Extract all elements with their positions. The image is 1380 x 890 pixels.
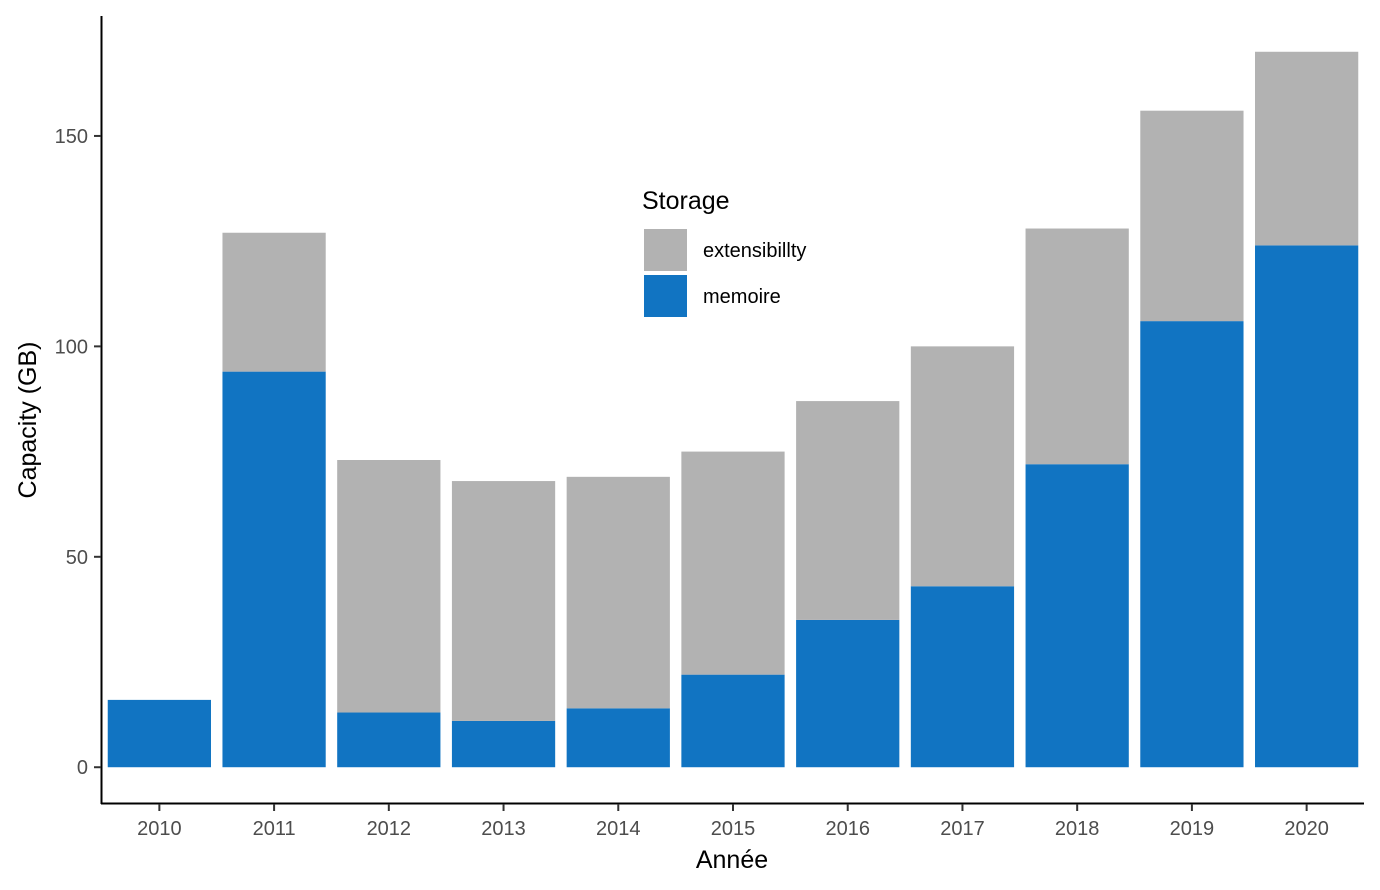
- legend-label-memoire: memoire: [703, 286, 781, 308]
- bar-memoire-2014: [566, 708, 670, 768]
- legend: Storage extensibillty memoire: [642, 187, 806, 317]
- y-tick-label: 100: [55, 336, 88, 358]
- bar-memoire-2012: [337, 712, 441, 768]
- y-tick-label: 0: [77, 757, 88, 779]
- x-tick-label: 2012: [367, 818, 412, 840]
- bar-extensibillty-2017: [910, 346, 1015, 587]
- x-tick-label: 2020: [1284, 818, 1329, 840]
- bar-memoire-2016: [796, 619, 900, 768]
- bar-extensibillty-2018: [1025, 228, 1129, 465]
- bar-extensibillty-2019: [1140, 110, 1244, 322]
- axes-group: [100, 16, 1364, 805]
- bar-memoire-2017: [910, 586, 1015, 768]
- x-tick-label: 2011: [253, 818, 296, 840]
- x-axis-title: Année: [696, 846, 768, 874]
- bar-memoire-2019: [1140, 321, 1244, 768]
- bar-extensibillty-2012: [337, 460, 441, 713]
- legend-key-memoire: [644, 275, 687, 317]
- bar-extensibillty-2020: [1255, 51, 1359, 246]
- x-tick-label: 2016: [825, 818, 870, 840]
- bar-extensibillty-2016: [796, 401, 900, 620]
- bar-extensibillty-2015: [681, 451, 785, 675]
- bar-memoire-2020: [1255, 245, 1359, 768]
- bar-memoire-2010: [107, 699, 211, 768]
- legend-label-extensibillty: extensibillty: [703, 240, 806, 262]
- x-tick-label: 2017: [940, 818, 985, 840]
- x-tick-label: 2018: [1055, 818, 1100, 840]
- x-ticks-group: 2010 2011 2012 2013 2014 2015 2016 2017 2018 2019…: [137, 804, 1329, 840]
- x-tick-label: 2014: [596, 818, 641, 840]
- bar-extensibillty-2013: [451, 481, 556, 721]
- x-tick-label: 2013: [481, 818, 526, 840]
- bar-extensibillty-2014: [566, 476, 670, 709]
- bar-memoire-2018: [1025, 464, 1129, 768]
- bar-memoire-2015: [681, 674, 785, 768]
- legend-title: Storage: [642, 187, 730, 215]
- x-tick-label: 2010: [137, 818, 182, 840]
- bar-extensibillty-2011: [222, 232, 326, 372]
- legend-key-extensibillty: [644, 229, 687, 271]
- y-tick-label: 50: [66, 547, 88, 569]
- x-tick-label: 2015: [711, 818, 756, 840]
- y-axis-title: Capacity (GB): [14, 342, 42, 499]
- y-tick-label: 150: [55, 126, 88, 148]
- x-tick-label: 2019: [1170, 818, 1215, 840]
- y-ticks-group: 0 50 100 150: [55, 126, 101, 779]
- bar-memoire-2011: [222, 371, 326, 768]
- bars-group: [107, 51, 1359, 768]
- bar-memoire-2013: [451, 720, 556, 768]
